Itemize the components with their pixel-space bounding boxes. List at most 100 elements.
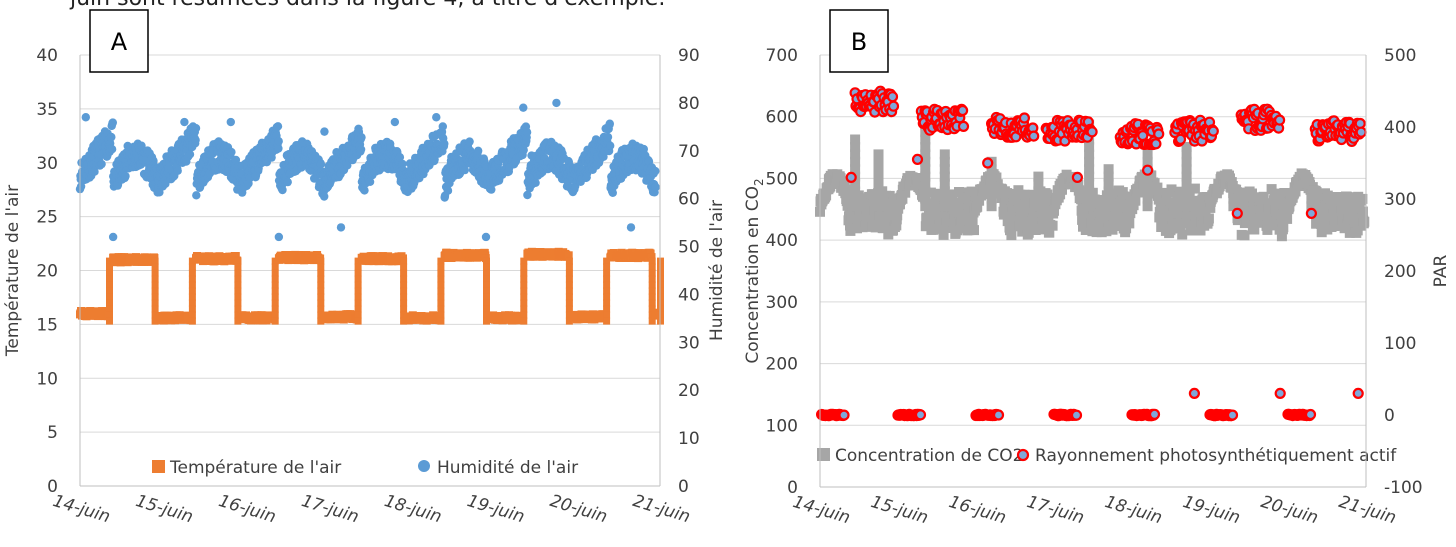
co2-point (925, 187, 936, 198)
humidity-point (274, 137, 283, 146)
humidity-point (180, 117, 189, 127)
legend-swatch-par (1016, 448, 1030, 462)
humidity-point (460, 165, 469, 175)
co2-point (939, 156, 950, 167)
par-point (956, 104, 969, 117)
par-point (1355, 126, 1367, 138)
temperature-point (234, 257, 242, 265)
humidity-point (481, 232, 491, 242)
temperature-point (520, 287, 528, 295)
y2-tick-label: 100 (1384, 334, 1416, 354)
temperature-point (437, 293, 445, 301)
co2-point (1103, 186, 1114, 197)
marks-a: Température de l'air Humidité de l'air (75, 98, 664, 478)
par-point (1150, 138, 1162, 150)
temperature-point (151, 281, 159, 289)
co2-point (1049, 205, 1059, 216)
co2-point (1047, 220, 1058, 231)
co2-point (1153, 194, 1164, 205)
temperature-point (151, 287, 159, 295)
co2-point (1103, 201, 1114, 212)
temperature-point (483, 257, 490, 265)
temperature-point (188, 293, 196, 301)
temperature-point (437, 263, 445, 271)
temperature-point (603, 293, 611, 301)
temperature-point (106, 275, 113, 283)
co2-point (1142, 149, 1153, 160)
co2-point (938, 229, 949, 240)
temperature-point (565, 293, 573, 301)
temperature-point (354, 317, 362, 325)
temperature-point (483, 275, 490, 283)
y-tick-label: 5 (47, 423, 58, 443)
temperature-point (234, 269, 242, 277)
x-tick-label: 14-juin (790, 492, 852, 528)
co2-point (1357, 206, 1368, 217)
co2-point (873, 179, 884, 189)
temperature-point (234, 317, 242, 325)
co2-point (1357, 193, 1368, 204)
temperature-point (648, 281, 656, 289)
temperature-point (271, 263, 279, 271)
temperature-point (317, 287, 325, 295)
humidity-point (283, 177, 292, 187)
par-point (838, 409, 850, 421)
temperature-point (271, 293, 279, 301)
co2-point (932, 188, 942, 199)
co2-point (1181, 156, 1192, 167)
temperature-point (317, 263, 325, 271)
co2-point (845, 225, 856, 236)
co2-point (1006, 230, 1017, 241)
temperature-point (437, 257, 445, 265)
temperature-point (483, 293, 490, 301)
y-tick-label: 30 (36, 154, 58, 174)
temperature-point (400, 257, 408, 265)
co2-point (1306, 193, 1317, 204)
co2-point (948, 202, 959, 213)
co2-point (1142, 171, 1153, 182)
temperature-point (648, 293, 656, 301)
y2-axis-title: Humidité de l'air (707, 200, 727, 341)
temperature-point (437, 299, 445, 307)
co2-point (1130, 195, 1141, 206)
par-point (1141, 164, 1154, 176)
co2-point (891, 220, 902, 231)
co2-point (850, 164, 861, 175)
humidity-point (487, 185, 496, 194)
temperature-point (234, 281, 242, 289)
par-point (1273, 114, 1286, 126)
temperature-point (271, 317, 279, 325)
par-point (911, 153, 924, 165)
co2-point (1084, 149, 1095, 160)
temperature-point (565, 305, 573, 313)
co2-point (840, 184, 851, 195)
temperature-point (400, 305, 408, 313)
humidity-point (626, 223, 636, 232)
co2-point (1258, 191, 1269, 202)
humidity-point (90, 167, 99, 176)
co2-point (850, 193, 861, 204)
temperature-point (648, 305, 656, 313)
co2-point (1181, 171, 1192, 182)
legend-a: Température de l'air Humidité de l'air (152, 458, 578, 478)
par-point (992, 409, 1005, 421)
temperature-point (151, 263, 159, 271)
temperature-point (520, 275, 528, 283)
temperature-point (565, 257, 573, 265)
panel-label-box (89, 9, 149, 73)
humidity-point (107, 132, 116, 142)
co2-point (920, 193, 931, 204)
humidity-point (365, 177, 375, 186)
co2-point (1084, 142, 1095, 152)
co2-point (1142, 201, 1153, 212)
temperature-point (400, 275, 408, 283)
co2-point (850, 149, 861, 160)
y-tick-label: 40 (36, 46, 58, 66)
par-point (887, 100, 900, 112)
co2-point (934, 214, 945, 224)
co2-point (1080, 225, 1091, 235)
co2-point (881, 220, 892, 231)
temperature-point (520, 281, 528, 289)
legend-swatch-co2 (817, 448, 830, 461)
legend-label-temperature: Température de l'air (169, 458, 341, 478)
